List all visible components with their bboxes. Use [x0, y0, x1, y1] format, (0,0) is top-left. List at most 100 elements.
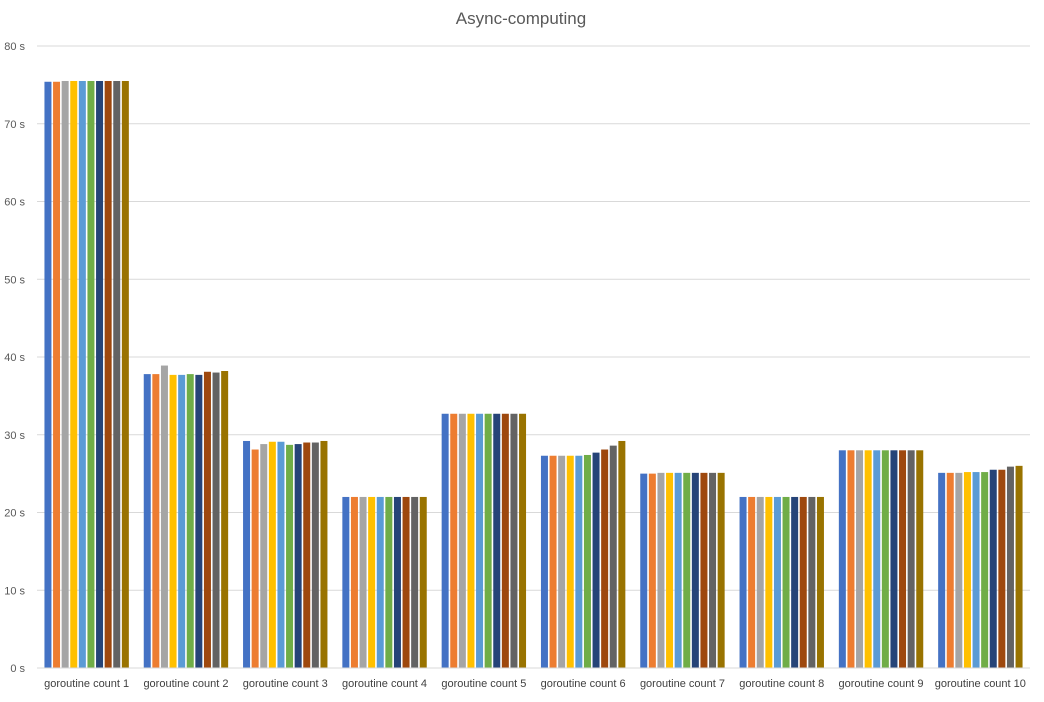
- bar: [864, 450, 872, 668]
- bar: [359, 496, 367, 668]
- bar: [756, 496, 764, 668]
- bar: [195, 374, 203, 668]
- bar: [946, 472, 954, 668]
- bar: [998, 469, 1006, 668]
- bar: [709, 472, 717, 668]
- x-category-label: goroutine count 7: [640, 678, 725, 690]
- bar: [268, 441, 276, 668]
- bar: [609, 445, 617, 668]
- bar: [816, 496, 824, 668]
- bar: [700, 472, 708, 668]
- bar: [907, 450, 915, 668]
- bar: [540, 455, 548, 668]
- bar: [342, 496, 350, 668]
- bar: [484, 413, 492, 668]
- bar: [765, 496, 773, 668]
- bar: [212, 372, 220, 668]
- bar: [411, 496, 419, 668]
- bar: [566, 455, 574, 668]
- bar: [847, 450, 855, 668]
- bar: [152, 374, 160, 668]
- bar: [113, 80, 121, 669]
- bar: [251, 449, 259, 668]
- bar: [963, 472, 971, 668]
- bar: [467, 413, 475, 668]
- bar: [881, 450, 889, 668]
- bar: [1006, 466, 1014, 668]
- bars: [44, 80, 1023, 669]
- bar: [583, 454, 591, 668]
- bar: [376, 496, 384, 668]
- bar: [44, 81, 52, 668]
- bar: [53, 81, 61, 668]
- y-tick-label: 30 s: [4, 430, 25, 442]
- bar: [203, 371, 211, 668]
- bar: [458, 413, 466, 668]
- bar: [311, 442, 319, 668]
- bar: [899, 450, 907, 668]
- bar: [368, 496, 376, 668]
- bar: [873, 450, 881, 668]
- bar: [674, 472, 682, 668]
- bar: [782, 496, 790, 668]
- bar: [96, 80, 104, 669]
- bar: [989, 469, 997, 668]
- bar: [838, 450, 846, 668]
- bar: [549, 455, 557, 668]
- bar: [519, 413, 527, 668]
- bar: [739, 496, 747, 668]
- chart-title: Async-computing: [456, 9, 586, 28]
- bar: [419, 496, 427, 668]
- x-category-label: goroutine count 8: [739, 678, 824, 690]
- bar: [938, 472, 946, 668]
- bar: [350, 496, 358, 668]
- bar: [294, 444, 302, 668]
- bar: [385, 496, 393, 668]
- bar: [286, 444, 294, 668]
- x-category-label: goroutine count 5: [441, 678, 526, 690]
- bar: [186, 374, 194, 668]
- bar: [799, 496, 807, 668]
- bar: [277, 441, 285, 668]
- bar: [972, 472, 980, 668]
- bar: [618, 440, 626, 668]
- bar: [601, 449, 609, 668]
- bar: [717, 472, 725, 668]
- bar: [592, 452, 600, 668]
- y-tick-label: 20 s: [4, 508, 25, 520]
- x-category-label: goroutine count 10: [935, 678, 1026, 690]
- bar: [640, 473, 648, 669]
- bar: [104, 80, 112, 669]
- bar: [303, 442, 311, 668]
- bar: [260, 444, 268, 668]
- y-tick-label: 80 s: [4, 41, 25, 53]
- bar: [1015, 465, 1023, 668]
- bar: [510, 413, 518, 668]
- y-tick-label: 40 s: [4, 352, 25, 364]
- bar: [476, 413, 484, 668]
- bar: [70, 80, 78, 669]
- bar: [78, 80, 86, 669]
- bar: [748, 496, 756, 668]
- x-category-label: goroutine count 1: [44, 678, 129, 690]
- bar: [493, 413, 501, 668]
- bar: [61, 80, 69, 669]
- bar: [890, 450, 898, 668]
- bar: [243, 440, 251, 668]
- bar: [87, 80, 95, 669]
- y-tick-label: 0 s: [10, 663, 25, 675]
- y-tick-label: 10 s: [4, 585, 25, 597]
- bar: [657, 472, 665, 668]
- bar: [501, 413, 509, 668]
- bar: [402, 496, 410, 668]
- bar: [683, 472, 691, 668]
- bar: [393, 496, 401, 668]
- bar: [450, 413, 458, 668]
- bar: [221, 371, 229, 668]
- bar: [856, 450, 864, 668]
- bar: [666, 472, 674, 668]
- y-tick-label: 60 s: [4, 197, 25, 209]
- bar: [916, 450, 924, 668]
- bar: [441, 413, 449, 668]
